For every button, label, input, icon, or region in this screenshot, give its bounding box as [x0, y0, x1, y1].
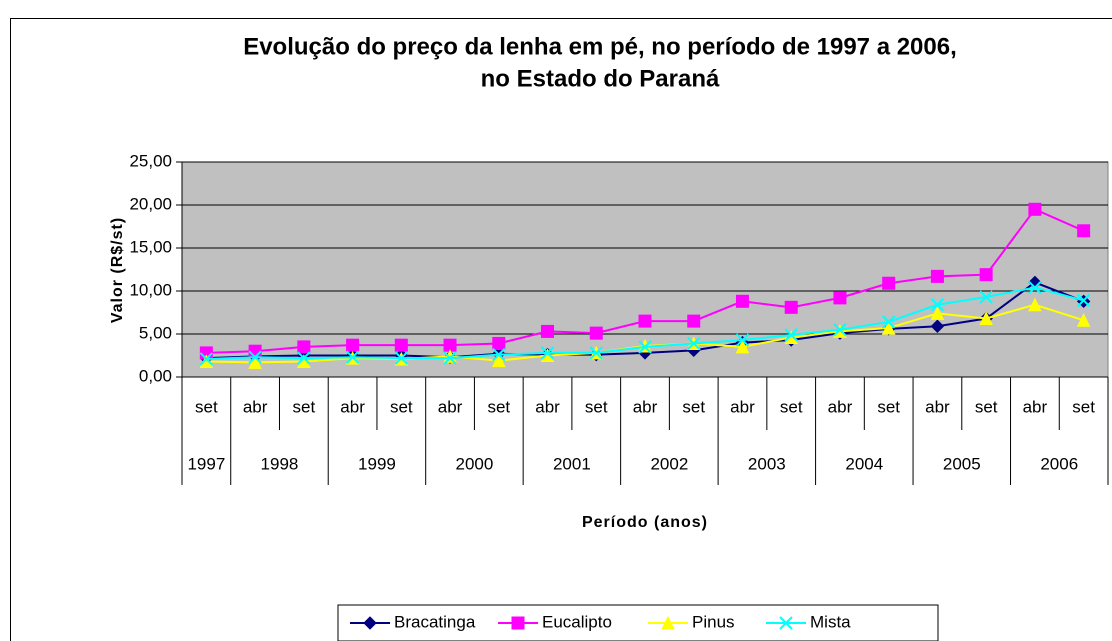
year-label: 1999	[358, 454, 396, 473]
marker	[511, 616, 525, 630]
marker	[492, 336, 506, 350]
marker	[363, 616, 377, 630]
x-tick-label: abr	[828, 397, 853, 416]
x-tick-label: set	[487, 397, 510, 416]
x-tick-label: set	[390, 397, 413, 416]
marker	[735, 333, 750, 347]
marker	[784, 328, 798, 342]
marker	[297, 351, 311, 365]
marker	[248, 355, 262, 369]
chart-title: Evolução do preço da lenha em pé, no per…	[243, 33, 957, 60]
marker	[1028, 280, 1042, 295]
y-tick-label: 0,00	[139, 366, 172, 385]
x-tick-label: abr	[340, 397, 365, 416]
marker	[833, 291, 847, 305]
legend-label: Eucalipto	[542, 612, 612, 631]
marker	[297, 340, 311, 354]
y-tick-label: 25,00	[129, 151, 172, 170]
chart-title: no Estado do Paraná	[481, 65, 720, 92]
marker	[491, 353, 506, 368]
x-tick-label: set	[682, 397, 705, 416]
year-label: 2005	[943, 454, 981, 473]
x-tick-label: set	[975, 397, 998, 416]
marker	[394, 338, 408, 352]
marker	[930, 306, 945, 320]
marker	[930, 269, 944, 283]
marker	[638, 314, 652, 328]
marker	[394, 351, 409, 365]
marker	[881, 320, 896, 335]
x-tick-label: abr	[535, 397, 560, 416]
y-tick-label: 10,00	[129, 280, 172, 299]
y-tick-label: 15,00	[129, 237, 172, 256]
marker	[735, 294, 749, 308]
x-tick-label: set	[292, 397, 315, 416]
year-label: 2002	[650, 454, 688, 473]
x-tick-label: set	[195, 397, 218, 416]
marker	[882, 276, 896, 290]
y-tick-label: 20,00	[129, 194, 172, 213]
marker	[1076, 293, 1091, 308]
marker	[541, 324, 555, 338]
y-axis-title: Valor (R$/st)	[109, 217, 126, 323]
marker	[979, 290, 993, 304]
marker	[345, 350, 360, 364]
marker	[492, 347, 506, 362]
marker	[1076, 313, 1091, 327]
marker	[199, 352, 214, 366]
x-tick-label: abr	[633, 397, 658, 416]
marker	[979, 268, 993, 282]
x-tick-label: abr	[925, 397, 950, 416]
legend-label: Pinus	[692, 612, 735, 631]
year-label: 2004	[845, 454, 883, 473]
marker	[930, 298, 945, 312]
marker	[1028, 202, 1042, 216]
marker	[443, 351, 457, 365]
marker	[784, 300, 798, 314]
x-axis-title: Período (anos)	[582, 514, 708, 531]
year-label: 1997	[187, 454, 225, 473]
marker	[589, 346, 603, 360]
marker	[638, 340, 652, 354]
marker	[540, 346, 555, 360]
marker	[779, 616, 793, 630]
x-tick-label: set	[1072, 397, 1095, 416]
marker	[1077, 224, 1091, 238]
marker	[930, 319, 945, 333]
marker	[687, 314, 701, 328]
marker	[1028, 297, 1042, 312]
x-tick-label: abr	[438, 397, 463, 416]
year-label: 1998	[261, 454, 299, 473]
marker	[687, 336, 701, 351]
x-tick-label: set	[585, 397, 608, 416]
year-label: 2000	[456, 454, 494, 473]
x-tick-label: set	[780, 397, 803, 416]
marker	[735, 339, 750, 354]
marker	[346, 338, 360, 352]
x-tick-label: set	[877, 397, 900, 416]
legend-label: Bracatinga	[394, 612, 476, 631]
marker	[833, 322, 847, 337]
x-tick-label: abr	[1023, 397, 1048, 416]
marker	[881, 315, 896, 329]
x-tick-label: abr	[243, 397, 268, 416]
year-label: 2006	[1040, 454, 1078, 473]
marker	[661, 615, 675, 630]
marker	[979, 311, 993, 326]
legend	[337, 604, 939, 641]
marker	[248, 350, 262, 364]
year-label: 2003	[748, 454, 786, 473]
y-tick-label: 5,00	[139, 323, 172, 342]
x-tick-label: abr	[730, 397, 755, 416]
legend-label: Mista	[810, 612, 851, 631]
year-label: 2001	[553, 454, 591, 473]
marker	[589, 326, 603, 340]
